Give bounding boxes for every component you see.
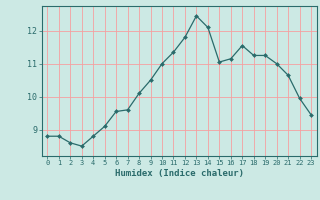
X-axis label: Humidex (Indice chaleur): Humidex (Indice chaleur) [115,169,244,178]
